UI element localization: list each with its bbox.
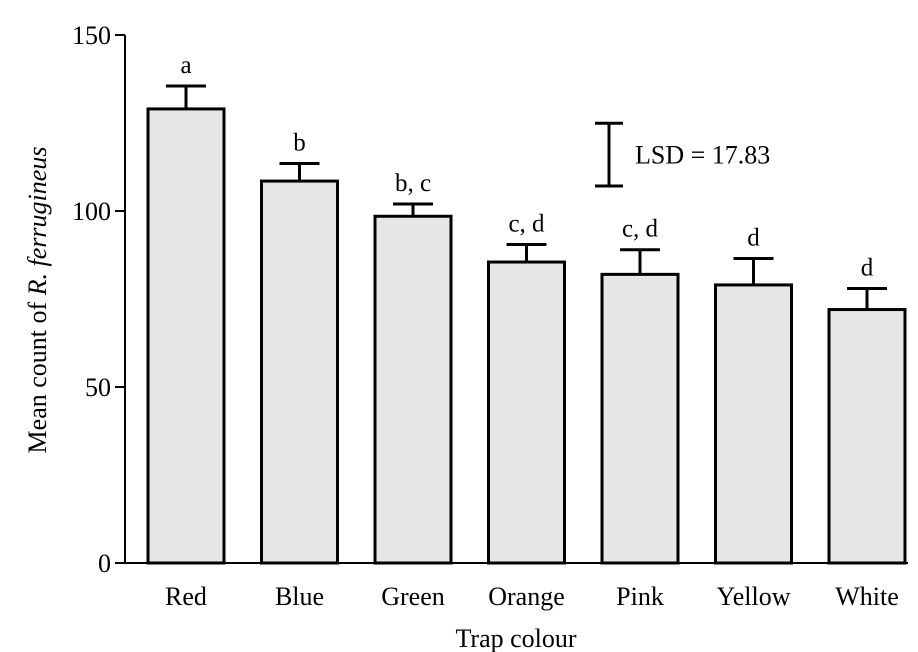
y-axis-title: Mean count of R. ferrugineus [23,147,52,454]
y-tick-label: 0 [98,549,111,578]
x-axis-title: Trap colour [455,624,576,652]
bar-red [146,107,226,565]
x-tick-label: Yellow [717,582,791,611]
x-tick-label: Orange [488,582,565,611]
y-tick-label: 150 [72,21,111,50]
bar-white [827,308,907,565]
bar-orange [487,260,566,565]
significance-letter: d [861,254,874,281]
lsd-label: LSD = 17.83 [635,141,770,170]
bar-pink [600,272,680,565]
lsd-indicator: LSD = 17.83 [595,121,770,188]
significance-letters: a b b, c c, d c, d d d [180,52,873,281]
y-tick-label: 100 [72,197,111,226]
significance-letter: a [180,52,191,79]
x-tick-label: Pink [616,582,664,611]
significance-letter: b, c [395,170,431,197]
x-tick-label: Red [165,582,207,611]
x-tick-label: Green [381,582,445,611]
bar-blue [260,179,339,565]
significance-letter: d [747,225,760,252]
y-ticks: 0 50 100 150 [72,21,125,578]
x-tick-labels: Red Blue Green Orange Pink Yellow White [165,582,899,611]
y-axis-title-species: R. ferrugineus [23,147,52,297]
x-tick-label: White [835,582,899,611]
y-axis-title-prefix: Mean count of [23,295,52,453]
bar-green [373,214,453,565]
significance-letter: c, d [508,210,545,237]
significance-letter: b [293,129,306,156]
bars [146,107,907,565]
y-tick-label: 50 [85,373,111,402]
significance-letter: c, d [622,216,659,243]
x-tick-label: Blue [275,582,324,611]
error-bars [166,84,887,310]
bar-yellow [714,283,793,565]
